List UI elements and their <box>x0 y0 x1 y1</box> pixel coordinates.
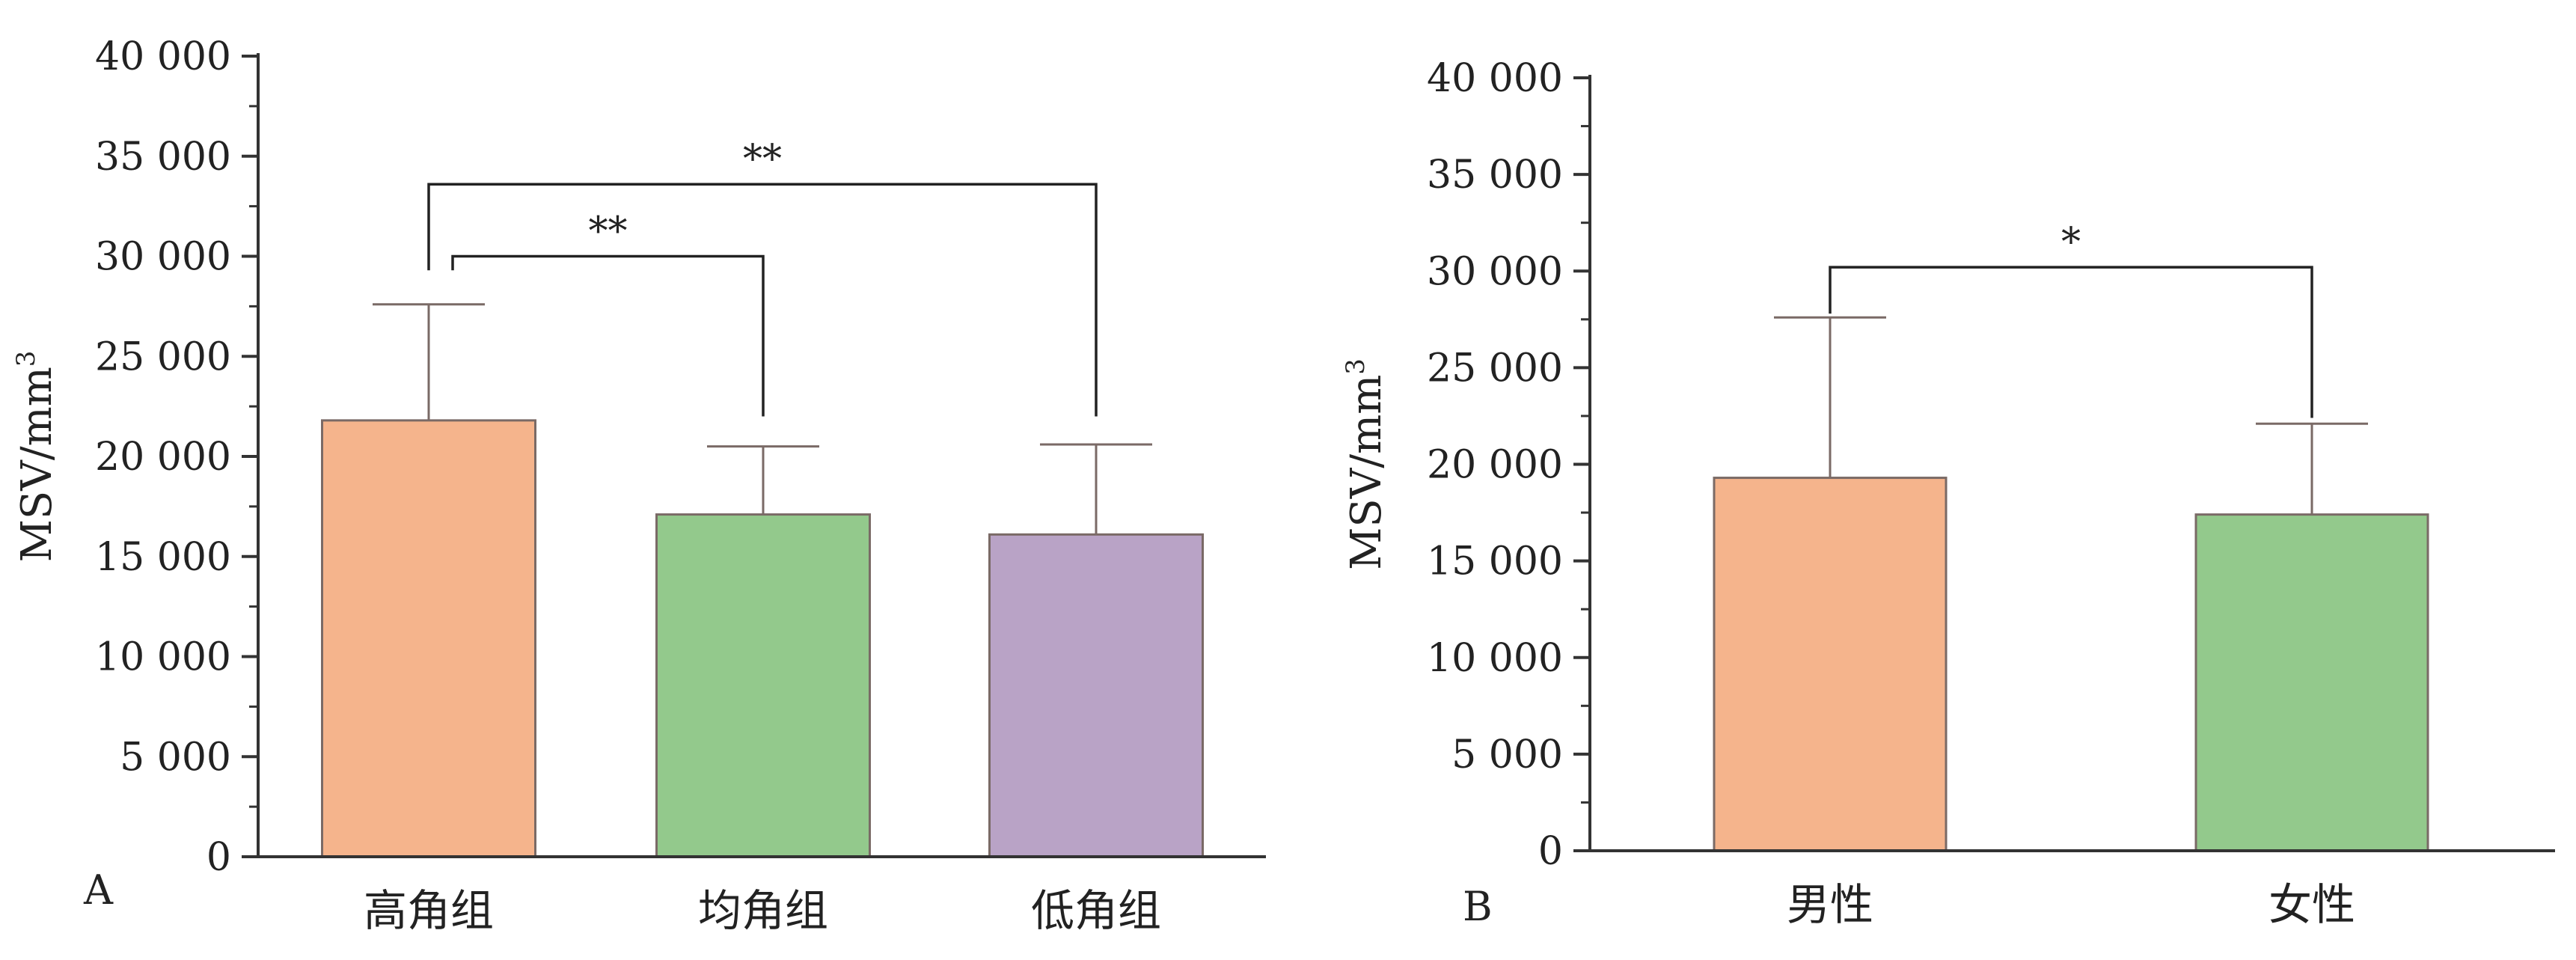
bar-1 <box>321 419 536 858</box>
y-tick-label: 25 000 <box>95 334 231 379</box>
bar-1 <box>1713 477 1948 852</box>
y-tick-label: 35 000 <box>1427 153 1563 198</box>
y-tick-label: 10 000 <box>1427 636 1563 681</box>
y-axis-label-superscript: 3 <box>1341 358 1371 375</box>
significance-bracket-2: ** <box>427 137 1098 417</box>
bracket-line <box>427 183 1098 417</box>
y-tick-label: 30 000 <box>95 235 231 280</box>
y-tick-label: 10 000 <box>95 635 231 680</box>
chart-panel-b: 0 5 000 10 000 15 000 20 000 25 000 30 000 35 0… <box>1341 56 2555 930</box>
y-tick-label: 20 000 <box>95 435 231 480</box>
x-category-label: 均角组 <box>698 885 828 936</box>
significance-label: ** <box>589 210 628 254</box>
bracket-line <box>451 254 765 417</box>
y-tick-label: 25 000 <box>1427 346 1563 391</box>
y-tick-label: 40 000 <box>1427 56 1563 101</box>
y-tick-label: 40 000 <box>95 34 231 79</box>
bar-2 <box>655 513 871 858</box>
significance-bracket-1: ** <box>451 210 765 417</box>
bar-3 <box>988 533 1204 858</box>
panel-label: B <box>1463 883 1493 930</box>
y-axis-label-text: MSV/mm <box>1342 375 1391 570</box>
y-axis-label-text: MSV/mm <box>13 367 61 562</box>
y-tick-label: 20 000 <box>1427 443 1563 488</box>
significance-label: ** <box>743 137 782 182</box>
panel-label: A <box>83 866 114 914</box>
significance-bracket-1: * <box>1829 220 2313 418</box>
y-tick-label: 30 000 <box>1427 249 1563 294</box>
y-tick-label: 5 000 <box>120 735 231 780</box>
y-tick-label: 0 <box>206 835 231 880</box>
bracket-line <box>1829 266 2313 418</box>
y-axis-label-superscript: 3 <box>11 351 41 367</box>
x-category-label: 女性 <box>2268 879 2355 930</box>
bar-2 <box>2194 513 2429 852</box>
y-axis-label: MSV/mm3 <box>11 351 61 563</box>
x-category-label: 低角组 <box>1031 885 1161 936</box>
y-tick-label: 5 000 <box>1451 733 1563 777</box>
x-category-label: 男性 <box>1787 879 1873 930</box>
y-tick-label: 15 000 <box>95 535 231 580</box>
y-tick-label: 35 000 <box>95 135 231 180</box>
significance-label: * <box>2061 220 2081 265</box>
y-tick-label: 15 000 <box>1427 539 1563 584</box>
x-category-label: 高角组 <box>364 885 494 936</box>
y-axis-label: MSV/mm3 <box>1341 358 1391 570</box>
chart-panel-a: 0 5 000 10 000 15 000 20 000 25 000 30 000 35 0… <box>11 34 1266 936</box>
y-tick-label: 0 <box>1538 829 1563 874</box>
